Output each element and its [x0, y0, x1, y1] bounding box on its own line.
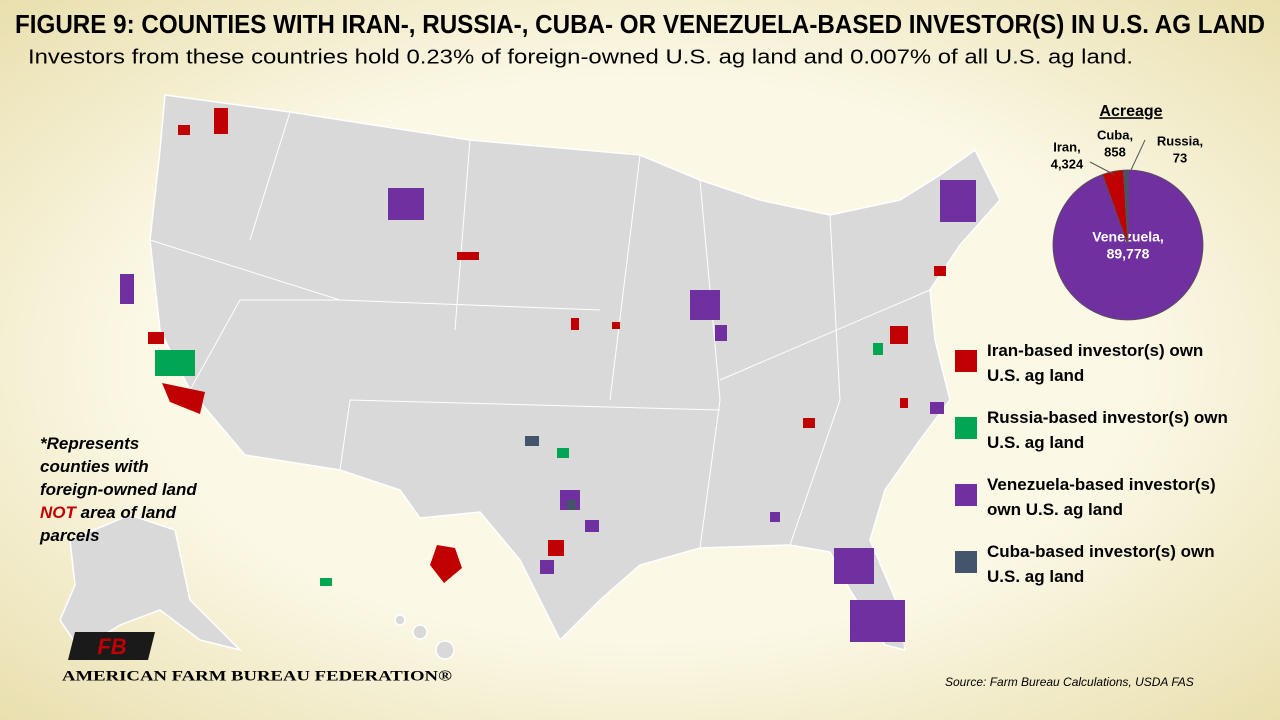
- county: [457, 252, 479, 260]
- legend-item: Venezuela-based investor(s) own U.S. ag …: [955, 472, 1245, 522]
- county: [525, 436, 539, 446]
- pie-chart: Venezuela,89,778Iran,4,324Cuba,858Russia…: [1051, 127, 1204, 321]
- county: [834, 548, 874, 584]
- county: [540, 560, 554, 574]
- slice-label: Cuba,: [1097, 127, 1133, 142]
- alaska: [59, 514, 243, 652]
- legend-swatch: [955, 350, 977, 372]
- slice-value: 4,324: [1051, 156, 1084, 171]
- note-text: area of land parcels: [40, 503, 177, 545]
- subtitle: Investors from these countries hold 0.23…: [28, 46, 1133, 68]
- counties: [120, 108, 976, 642]
- county: [803, 418, 815, 428]
- source: Source: Farm Bureau Calculations, USDA F…: [945, 675, 1194, 689]
- legend-item: Iran-based investor(s) own U.S. ag land: [955, 338, 1245, 388]
- legend-label: Iran-based investor(s) own U.S. ag land: [987, 341, 1204, 385]
- county: [557, 448, 569, 458]
- title: FIGURE 9: COUNTIES WITH IRAN-, RUSSIA-, …: [15, 9, 1265, 39]
- county: [940, 180, 976, 222]
- note-emphasis: NOT: [40, 503, 76, 522]
- us-map: [59, 94, 1001, 660]
- legend-swatch: [955, 417, 977, 439]
- logo-name: AMERICAN FARM BUREAU FEDERATION®: [62, 668, 452, 684]
- legend-swatch: [955, 551, 977, 573]
- slice-value: 89,778: [1107, 246, 1150, 262]
- leader-line: [1130, 139, 1146, 171]
- legend: Iran-based investor(s) own U.S. ag land R…: [955, 338, 1245, 606]
- legend-swatch: [955, 484, 977, 506]
- county: [214, 108, 228, 134]
- county: [148, 332, 164, 344]
- county: [930, 402, 944, 414]
- county: [900, 398, 908, 408]
- legend-label: Venezuela-based investor(s) own U.S. ag …: [987, 475, 1216, 519]
- legend-label: Russia-based investor(s) own U.S. ag lan…: [987, 408, 1228, 452]
- county: [430, 545, 462, 583]
- state-border: [149, 111, 931, 549]
- slice-value: 73: [1173, 150, 1187, 165]
- logo-letters: FB: [97, 634, 126, 659]
- hawaii: [435, 640, 455, 660]
- lower-48: [149, 94, 1001, 651]
- county: [612, 322, 620, 329]
- county: [571, 318, 579, 330]
- note: *Represents counties with foreign-owned …: [40, 432, 200, 547]
- county: [320, 578, 332, 586]
- hawaii: [412, 624, 428, 640]
- county: [155, 350, 195, 376]
- hawaii: [394, 614, 406, 626]
- slice-label: Iran,: [1053, 139, 1080, 154]
- slice-value: 858: [1104, 144, 1126, 159]
- county: [567, 500, 576, 510]
- county: [548, 540, 564, 556]
- county: [873, 343, 883, 355]
- county: [388, 188, 424, 220]
- logo: FB AMERICAN FARM BUREAU FEDERATION®: [62, 632, 452, 684]
- county: [585, 520, 599, 532]
- county: [890, 326, 908, 344]
- legend-item: Cuba-based investor(s) own U.S. ag land: [955, 539, 1245, 589]
- slice-label: Russia,: [1157, 133, 1203, 148]
- note-text: *Represents counties with foreign-owned …: [40, 434, 197, 499]
- leader-line: [1089, 161, 1116, 176]
- logo-mark: [68, 632, 155, 660]
- county: [850, 600, 905, 642]
- county: [934, 266, 946, 276]
- county: [715, 325, 727, 341]
- county: [120, 274, 134, 304]
- county: [770, 512, 780, 522]
- county: [178, 125, 190, 135]
- legend-item: Russia-based investor(s) own U.S. ag lan…: [955, 405, 1245, 455]
- pie-title: Acreage: [1099, 103, 1162, 120]
- legend-label: Cuba-based investor(s) own U.S. ag land: [987, 542, 1215, 586]
- county: [162, 383, 205, 414]
- county: [690, 290, 720, 320]
